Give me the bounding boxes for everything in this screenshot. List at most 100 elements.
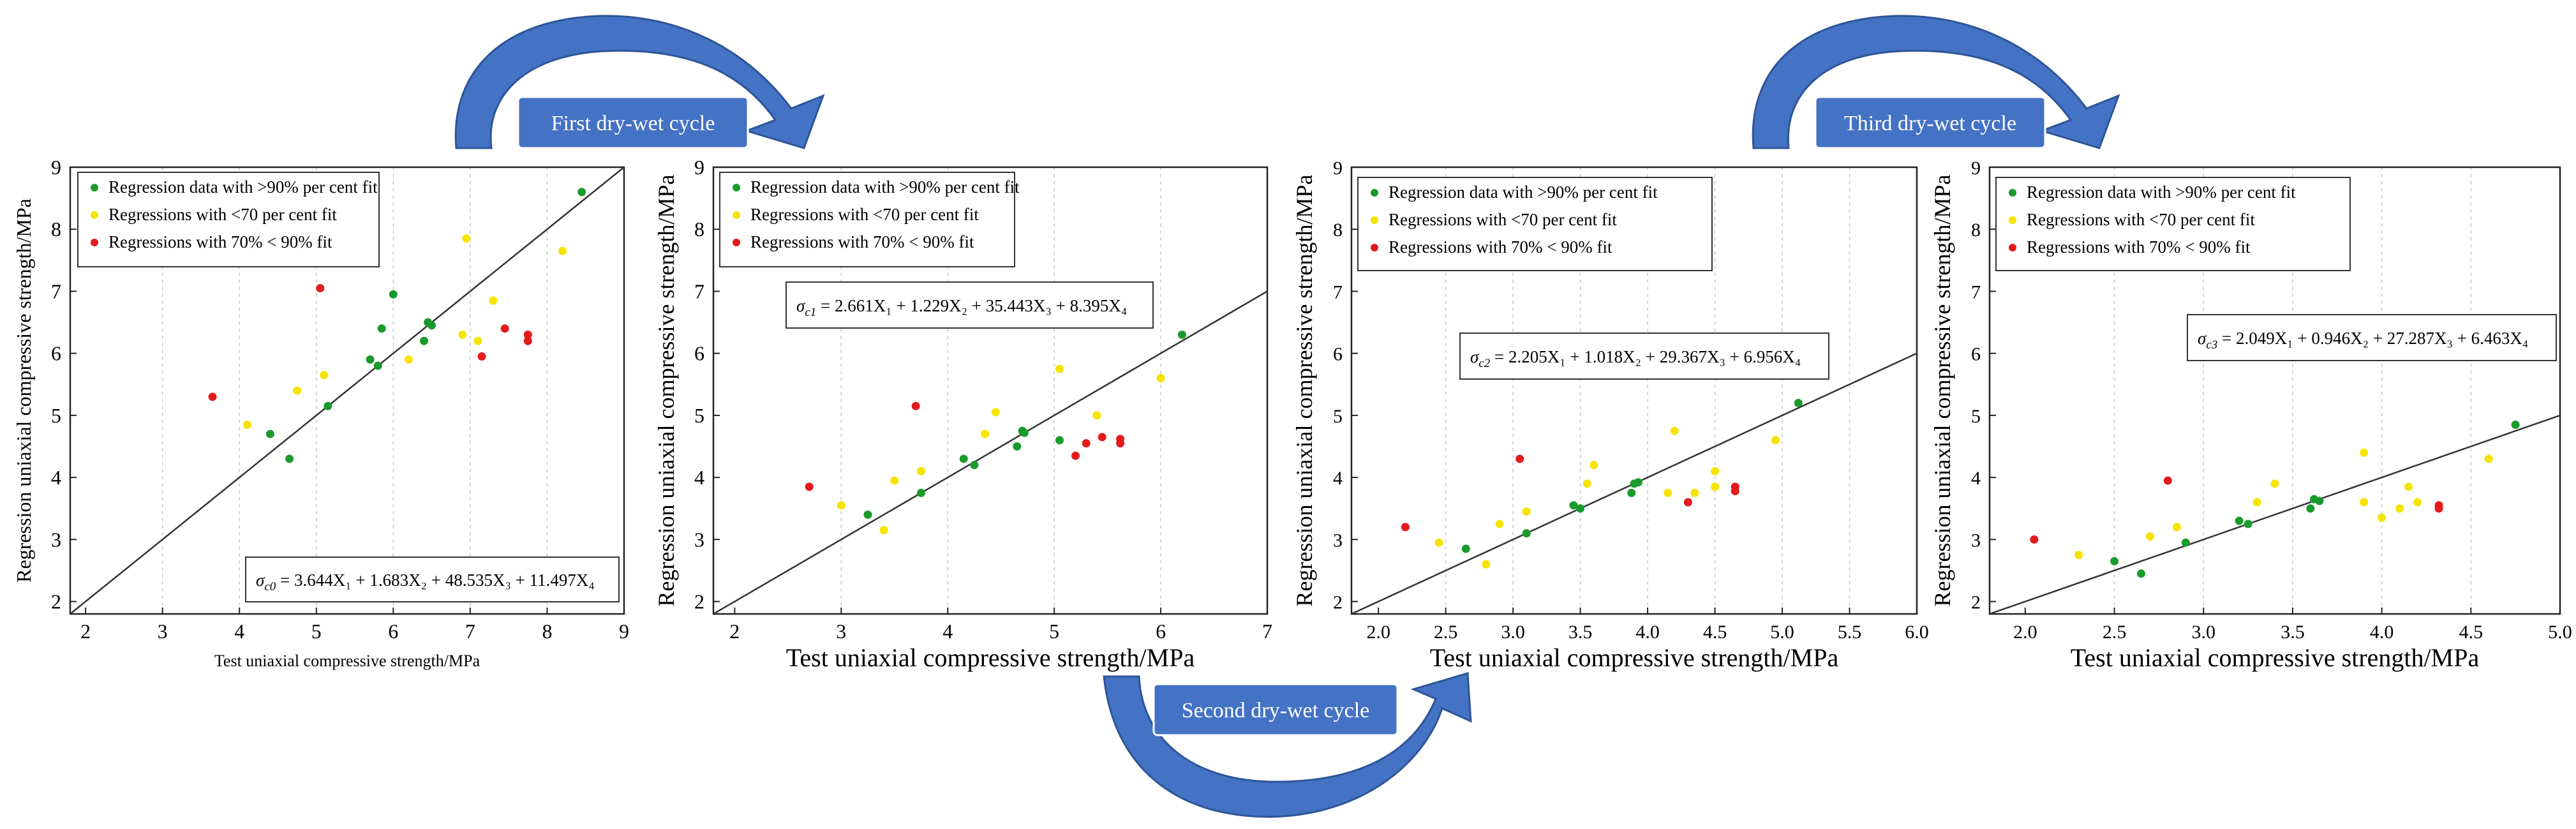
point-fit70: [1690, 488, 1699, 497]
point-fit70_90: [316, 284, 325, 293]
y-tick-label: 9: [51, 156, 61, 179]
second-cycle-arrow: [1103, 672, 1472, 818]
y-tick-label: 8: [694, 218, 704, 241]
legend-text-fit70_90: Regressions with 70% < 90% fit: [108, 232, 332, 251]
first-cycle-label: First dry-wet cycle: [551, 112, 715, 135]
point-fit90: [959, 454, 968, 463]
y-tick-label: 8: [1333, 220, 1343, 241]
y-tick-label: 7: [694, 280, 704, 302]
plot-1: 2 3 4 5 6 7 2 3 4 5 6 7 8 9 Test uniaxial compressive …: [653, 156, 1272, 672]
point-fit70: [2360, 448, 2369, 457]
y-tick-label: 8: [51, 218, 61, 241]
y-tick-label: 6: [694, 342, 704, 365]
y-tick-label: 9: [1971, 158, 1981, 179]
point-fit70: [1582, 479, 1591, 488]
x-tick-label: 8: [542, 620, 552, 643]
x-tick-label: 4.0: [1635, 622, 1660, 643]
point-fit70: [1434, 538, 1443, 547]
point-fit90: [970, 461, 979, 470]
point-fit90: [377, 324, 386, 333]
legend-text-fit70: Regressions with <70 per cent fit: [1389, 210, 1617, 229]
point-fit70: [917, 467, 925, 475]
y-tick-label: 5: [694, 404, 704, 427]
x-tick-label: 2.0: [2013, 622, 2037, 643]
y-tick-label: 2: [51, 590, 61, 613]
point-fit90: [2306, 504, 2315, 513]
legend-text-fit70: Regressions with <70 per cent fit: [108, 205, 337, 224]
equation-text: σc1 = 2.661X₁ + 1.229X₂ + 35.443X₃ + 8.3…: [796, 296, 1127, 319]
y-tick-label: 3: [1971, 530, 1981, 551]
x-tick-label: 5: [311, 620, 322, 643]
x-tick-label: 5.5: [1838, 622, 1862, 643]
legend-text-fit90: Regression data with >90% per cent fit: [1389, 183, 1658, 202]
equation-text: σc0 = 3.644X₁ + 1.683X₂ + 48.535X₃ + 11.…: [256, 571, 595, 594]
x-tick-label: 3: [158, 620, 168, 643]
legend-marker-fit90: [1371, 189, 1378, 197]
point-fit70: [1664, 488, 1672, 497]
plot-frame: [1988, 166, 2561, 615]
point-fit90: [1569, 501, 1578, 510]
equation-text: σc3 = 2.049X₁ + 0.946X₂ + 27.287X₃ + 6.4…: [2198, 329, 2528, 352]
point-fit70: [458, 331, 467, 339]
point-fit70: [890, 476, 899, 485]
cycle-arrows: [454, 15, 2120, 818]
point-fit70: [1771, 436, 1780, 445]
y-tick-label: 8: [1971, 220, 1981, 241]
x-tick-label: 2: [729, 620, 740, 643]
point-fit70_90: [523, 331, 532, 339]
x-tick-label: 3.5: [2281, 622, 2305, 643]
y-tick-label: 4: [1971, 468, 1981, 489]
point-fit70_90: [2434, 504, 2443, 513]
point-fit70_90: [1116, 439, 1125, 448]
y-tick-label: 2: [694, 590, 704, 613]
y-tick-label: 5: [1333, 406, 1343, 427]
point-fit90: [389, 290, 398, 299]
y-tick-label: 4: [51, 466, 61, 489]
point-fit90: [285, 454, 294, 463]
legend-marker-fit90: [91, 184, 98, 191]
y-tick-label: 7: [1971, 281, 1981, 302]
point-fit90: [2181, 538, 2190, 547]
point-fit70_90: [1071, 451, 1080, 460]
fit-line: [1990, 414, 2560, 614]
point-fit90: [1177, 331, 1186, 339]
point-fit90: [577, 188, 586, 197]
second-cycle-label-box: Second dry-wet cycle: [1152, 683, 1399, 736]
y-tick-label: 7: [1333, 281, 1343, 302]
y-tick-label: 4: [1333, 468, 1343, 489]
y-axis-label: Regression uniaxial compressive strength…: [12, 198, 35, 583]
point-fit90: [1461, 544, 1470, 553]
point-fit70: [981, 429, 990, 438]
legend-text-fit70_90: Regressions with 70% < 90% fit: [750, 232, 974, 251]
point-fit70: [558, 246, 567, 255]
point-fit70_90: [1098, 433, 1106, 442]
legend-text-fit90: Regression data with >90% per cent fit: [108, 177, 378, 197]
point-fit70_90: [805, 482, 814, 491]
point-fit70_90: [911, 401, 920, 410]
x-tick-label: 2.5: [1434, 622, 1458, 643]
point-fit70: [320, 371, 329, 380]
x-tick-label: 3.0: [1501, 622, 1525, 643]
point-fit70: [1670, 426, 1679, 435]
x-axis-label: Test uniaxial compressive strength/MPa: [1430, 643, 1839, 672]
legend-marker-fit70: [2009, 216, 2016, 224]
x-tick-label: 9: [619, 620, 629, 643]
y-tick-label: 3: [694, 528, 704, 551]
x-tick-label: 7: [1262, 620, 1272, 643]
point-fit90: [2110, 556, 2119, 565]
point-fit90: [1634, 478, 1642, 487]
legend-text-fit90: Regression data with >90% per cent fit: [750, 177, 1020, 197]
point-fit70: [462, 234, 471, 243]
y-tick-label: 9: [1333, 158, 1343, 179]
point-fit90: [324, 401, 332, 410]
point-fit70: [2270, 479, 2279, 488]
plot-frame: [712, 166, 1269, 615]
x-tick-label: 4: [234, 620, 244, 643]
point-fit70_90: [523, 336, 532, 345]
point-fit70: [473, 336, 482, 345]
third-cycle-label-box: Third dry-wet cycle: [1814, 96, 2046, 149]
legend-text-fit70: Regressions with <70 per cent fit: [750, 205, 979, 224]
point-fit90: [373, 361, 382, 370]
point-fit70: [1590, 461, 1598, 470]
x-tick-label: 4.0: [2370, 622, 2394, 643]
